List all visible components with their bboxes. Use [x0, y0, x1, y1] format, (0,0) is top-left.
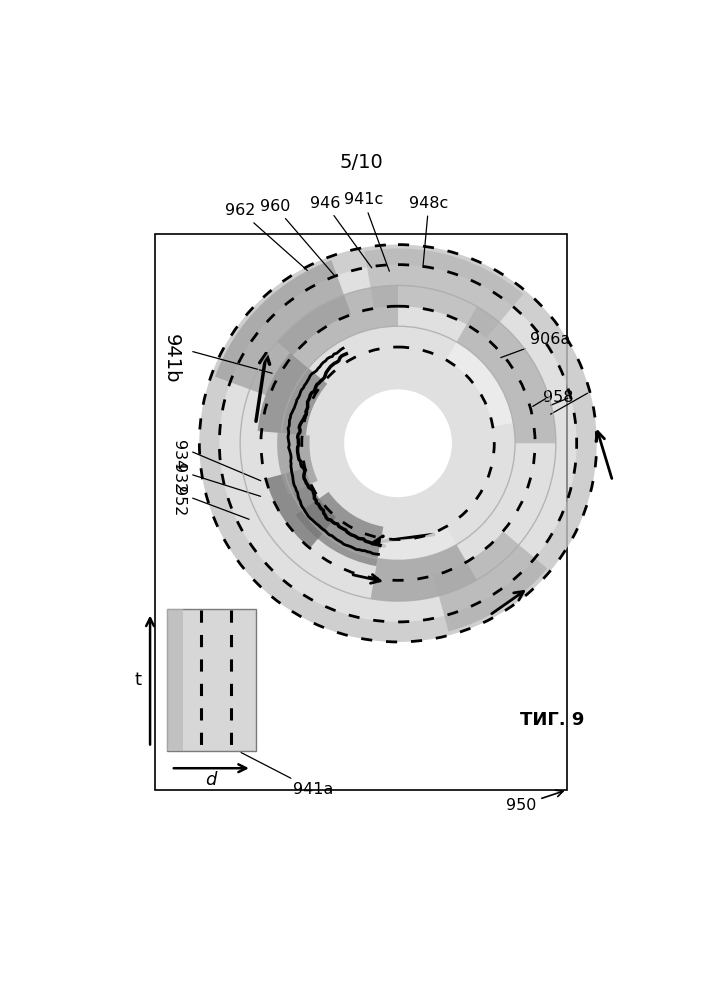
Bar [167, 608, 183, 751]
Wedge shape [265, 469, 336, 548]
Text: d: d [205, 771, 217, 789]
Text: 941b: 941b [162, 334, 180, 384]
Circle shape [346, 391, 450, 496]
Wedge shape [296, 492, 383, 566]
Text: 946: 946 [310, 196, 372, 268]
Wedge shape [364, 249, 523, 339]
Text: 941a: 941a [241, 752, 333, 797]
Text: 952: 952 [171, 486, 186, 516]
Text: t: t [134, 671, 141, 689]
Circle shape [199, 245, 597, 642]
Wedge shape [457, 307, 556, 444]
Text: 941c: 941c [344, 193, 390, 272]
Text: 962: 962 [225, 203, 307, 271]
Wedge shape [433, 531, 547, 631]
Wedge shape [258, 353, 328, 436]
Text: ΤИГ. 9: ΤИГ. 9 [520, 711, 584, 729]
Text: 906a: 906a [501, 332, 570, 358]
Wedge shape [199, 245, 597, 642]
Text: 960: 960 [260, 199, 335, 276]
Wedge shape [371, 544, 477, 601]
Wedge shape [453, 492, 517, 555]
Text: 932: 932 [171, 463, 186, 494]
Wedge shape [277, 433, 318, 495]
Bar [155, 234, 568, 790]
Text: 948c: 948c [409, 196, 448, 268]
Circle shape [344, 390, 452, 498]
Text: 5/10: 5/10 [340, 153, 383, 172]
Wedge shape [446, 342, 513, 427]
Text: 958: 958 [543, 390, 573, 405]
Wedge shape [378, 526, 457, 560]
Wedge shape [215, 260, 351, 397]
Bar [167, 608, 256, 751]
Wedge shape [277, 286, 398, 368]
Text: 934: 934 [171, 440, 186, 470]
Text: 950: 950 [506, 790, 563, 812]
